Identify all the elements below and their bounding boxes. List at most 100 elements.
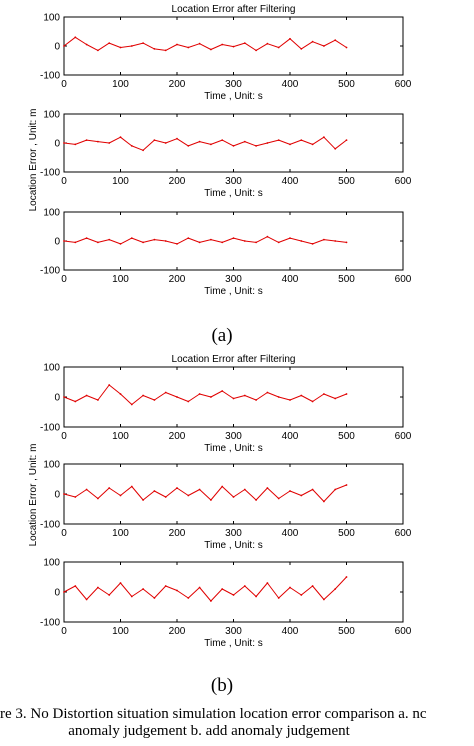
data-point [334,240,337,242]
x-tick-label: 0 [61,176,67,187]
data-point [300,394,303,397]
data-point [232,45,235,48]
x-tick-label: 100 [112,626,129,637]
x-tick-label: 100 [112,176,129,187]
data-point [74,585,77,587]
data-point [85,598,88,601]
data-point [289,237,291,240]
x-tick-label: 0 [61,79,67,90]
x-tick-label: 500 [338,176,355,187]
caption-line-1: re 3. No Distortion situation simulation… [0,706,427,722]
data-point [63,396,65,398]
data-point [176,396,178,398]
data-point [255,241,257,244]
data-point [210,600,212,602]
x-tick-label: 300 [225,528,242,539]
data-point [255,145,257,147]
data-point [232,397,235,400]
y-tick-label: -100 [40,520,60,531]
data-point [153,597,156,599]
data-point [289,586,291,589]
data-point [187,597,190,599]
data-point [221,43,224,46]
y-tick-label: 0 [54,393,60,404]
data-point [311,488,314,491]
data-point [176,487,178,489]
x-tick-label: 500 [338,274,355,285]
data-point [108,384,111,386]
data-point [176,243,178,245]
data-point [243,140,246,143]
y-tick-label: 100 [43,208,60,219]
data-point [266,42,269,45]
data-point [243,394,246,397]
x-tick-label: 200 [169,176,186,187]
y-tick-label: 100 [43,110,60,121]
x-tick-label: 200 [169,79,186,90]
ylabel-a: Location Error , Unit: m [28,109,39,212]
data-point [63,142,65,144]
data-point [345,576,348,578]
data-point [187,145,190,147]
plot-frame [63,113,404,173]
data-point [119,393,122,395]
data-point [277,241,280,244]
data-point [63,493,65,495]
x-tick-label: 300 [225,431,242,442]
data-point [255,499,257,501]
data-point [176,137,178,140]
data-point [277,396,280,398]
x-tick-label: 400 [282,176,299,187]
data-point [300,48,303,50]
data-point [85,394,88,397]
series-line [63,484,347,502]
data-point [210,143,212,146]
data-point [243,585,246,587]
data-point [311,40,314,43]
y-tick-label: -100 [40,168,60,179]
data-point [153,48,156,50]
data-point [311,243,314,245]
data-point [289,490,291,492]
data-point [300,139,303,142]
x-tick-label: 0 [61,528,67,539]
data-point [164,391,167,394]
data-point [198,488,201,491]
data-point [221,485,224,488]
x-tick-label: 500 [338,626,355,637]
data-point [119,243,122,245]
data-point [74,496,77,498]
data-point [108,142,111,144]
data-point [221,390,224,392]
data-point [345,393,348,395]
y-tick-label: 100 [43,13,60,24]
data-point [345,46,348,49]
x-tick-label: 0 [61,431,67,442]
data-point [266,582,269,584]
plot-frame [63,561,404,623]
series-line [63,384,347,405]
data-point [142,394,145,397]
data-point [221,588,224,590]
data-point [334,39,337,42]
data-point [187,494,190,497]
data-point [119,494,122,497]
data-point [108,487,111,489]
data-point [187,237,190,240]
data-point [85,237,88,240]
data-point [108,594,111,596]
y-tick-label: -100 [40,71,60,82]
x-axis-label: Time , Unit: s [204,540,263,551]
data-point [198,42,201,45]
x-tick-label: 600 [395,626,412,637]
y-tick-label: 100 [43,460,60,471]
x-tick-label: 300 [225,176,242,187]
data-point [164,240,167,242]
data-point [266,235,269,238]
plot-frame [63,366,404,428]
caption-line-2: anomaly judgement b. add anomaly judgeme… [68,723,350,739]
data-point [323,45,325,47]
data-point [97,241,99,244]
